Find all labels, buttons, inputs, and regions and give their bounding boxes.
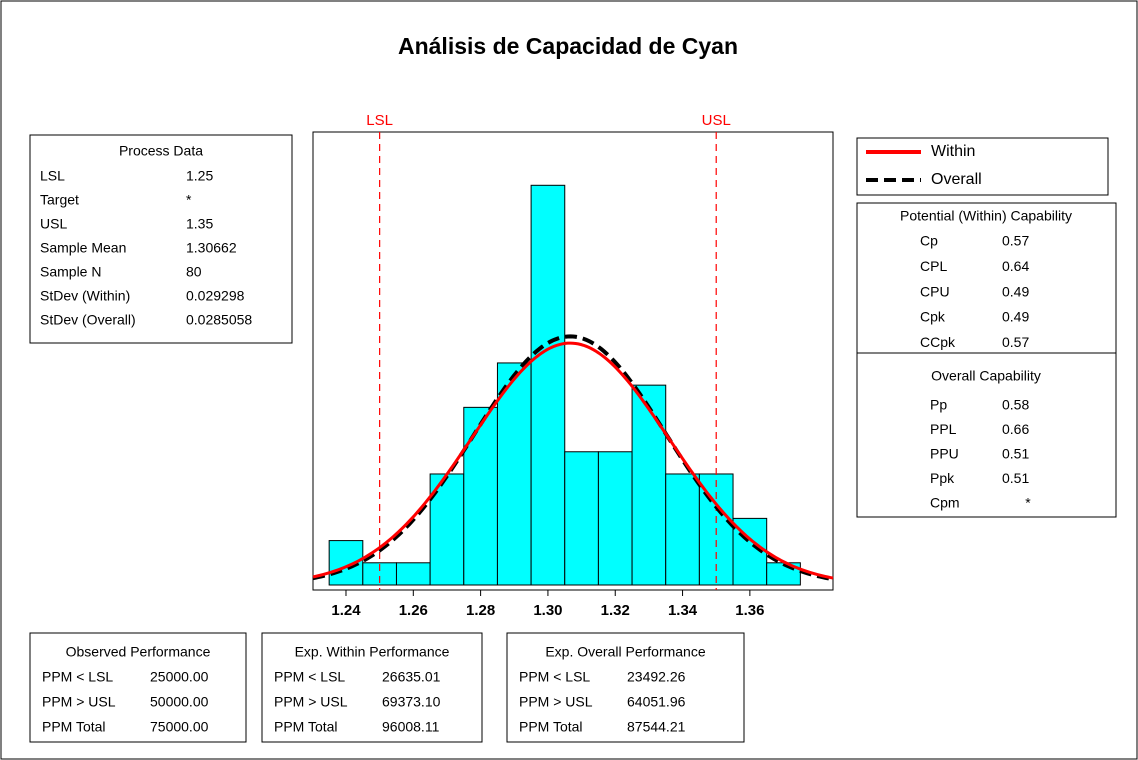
x-tick-label: 1.28 bbox=[466, 602, 495, 619]
spec-limit-label: LSL bbox=[366, 112, 393, 129]
row-label: StDev (Within) bbox=[40, 288, 130, 304]
process-data-box bbox=[29, 134, 293, 344]
row-label: PPM Total bbox=[274, 719, 338, 735]
row-label: PPM Total bbox=[519, 719, 583, 735]
x-tick-label: 1.30 bbox=[533, 602, 562, 619]
row-value: 0.57 bbox=[1002, 334, 1029, 350]
row-value: 75000.00 bbox=[150, 719, 209, 735]
row-value: 50000.00 bbox=[150, 694, 209, 710]
table-title: Exp. Overall Performance bbox=[545, 644, 705, 660]
row-value: 0.64 bbox=[1002, 258, 1029, 274]
row-label: PPM < LSL bbox=[274, 669, 345, 685]
row-value: * bbox=[186, 192, 192, 208]
row-value: 0.49 bbox=[1002, 309, 1029, 325]
bar bbox=[564, 451, 599, 586]
row-label: Sample Mean bbox=[40, 240, 126, 256]
row-value: 0.49 bbox=[1002, 283, 1029, 299]
row-label: PPM > USL bbox=[274, 694, 348, 710]
bar bbox=[463, 406, 498, 586]
row-label: PPM Total bbox=[42, 719, 106, 735]
row-label: Target bbox=[40, 192, 79, 208]
row-value: 0.66 bbox=[1002, 421, 1029, 437]
row-label: PPM < LSL bbox=[519, 669, 590, 685]
row-label: Cpm bbox=[930, 495, 960, 511]
x-tick-label: 1.24 bbox=[331, 602, 361, 619]
row-value: 0.0285058 bbox=[186, 312, 252, 328]
performance-box bbox=[261, 632, 483, 743]
row-label: StDev (Overall) bbox=[40, 312, 136, 328]
fit-curve bbox=[312, 334, 834, 582]
row-label: CPL bbox=[920, 258, 947, 274]
row-value: 96008.11 bbox=[382, 719, 440, 735]
fit-curve bbox=[312, 341, 834, 580]
x-tick-label: 1.36 bbox=[735, 602, 764, 619]
bar bbox=[395, 562, 431, 586]
row-value: 1.35 bbox=[186, 216, 213, 232]
x-tick-label: 1.34 bbox=[668, 602, 698, 619]
table-title: Overall Capability bbox=[931, 368, 1041, 384]
row-value: 1.30662 bbox=[186, 240, 237, 256]
row-label: Pp bbox=[930, 397, 947, 413]
row-value: 64051.96 bbox=[627, 694, 686, 710]
row-label: PPM < LSL bbox=[42, 669, 113, 685]
legend-label: Overall bbox=[931, 171, 982, 188]
row-label: PPL bbox=[930, 421, 957, 437]
legend-box bbox=[856, 137, 1109, 196]
table-title: Potential (Within) Capability bbox=[900, 208, 1072, 224]
table-title: Exp. Within Performance bbox=[295, 644, 450, 660]
row-value: 87544.21 bbox=[627, 719, 686, 735]
row-label: Cp bbox=[920, 233, 938, 249]
bar bbox=[530, 184, 566, 586]
table-title: Observed Performance bbox=[66, 644, 211, 660]
row-label: PPM > USL bbox=[42, 694, 116, 710]
row-value: 69373.10 bbox=[382, 694, 441, 710]
row-label: Cpk bbox=[920, 309, 946, 325]
bar bbox=[631, 384, 667, 586]
row-value: 0.029298 bbox=[186, 288, 245, 304]
x-tick-label: 1.26 bbox=[399, 602, 428, 619]
bar bbox=[665, 473, 700, 586]
row-label: Ppk bbox=[930, 470, 955, 486]
row-value: 0.51 bbox=[1002, 446, 1029, 462]
performance-box bbox=[29, 632, 247, 743]
chart-title: Análisis de Capacidad de Cyan bbox=[398, 33, 738, 59]
capability-box bbox=[856, 202, 1117, 518]
bar bbox=[597, 451, 633, 586]
row-label: LSL bbox=[40, 168, 65, 184]
row-label: CCpk bbox=[920, 334, 956, 350]
row-value: 23492.26 bbox=[627, 669, 686, 685]
row-value: 0.57 bbox=[1002, 233, 1029, 249]
row-label: Sample N bbox=[40, 264, 101, 280]
legend-label: Within bbox=[931, 143, 975, 160]
bar bbox=[429, 473, 465, 586]
row-label: CPU bbox=[920, 283, 950, 299]
table-title: Process Data bbox=[119, 143, 203, 159]
row-label: PPU bbox=[930, 446, 959, 462]
spec-limit-label: USL bbox=[702, 112, 731, 129]
row-value: 26635.01 bbox=[382, 669, 441, 685]
row-value: 80 bbox=[186, 264, 202, 280]
row-value: 0.58 bbox=[1002, 397, 1029, 413]
x-tick-label: 1.32 bbox=[601, 602, 630, 619]
plot-frame bbox=[312, 131, 834, 591]
row-value: 1.25 bbox=[186, 168, 213, 184]
row-label: PPM > USL bbox=[519, 694, 593, 710]
row-value: * bbox=[1025, 495, 1031, 511]
row-value: 0.51 bbox=[1002, 470, 1029, 486]
row-label: USL bbox=[40, 216, 67, 232]
row-value: 25000.00 bbox=[150, 669, 209, 685]
performance-box bbox=[506, 632, 745, 743]
bar bbox=[496, 362, 532, 586]
